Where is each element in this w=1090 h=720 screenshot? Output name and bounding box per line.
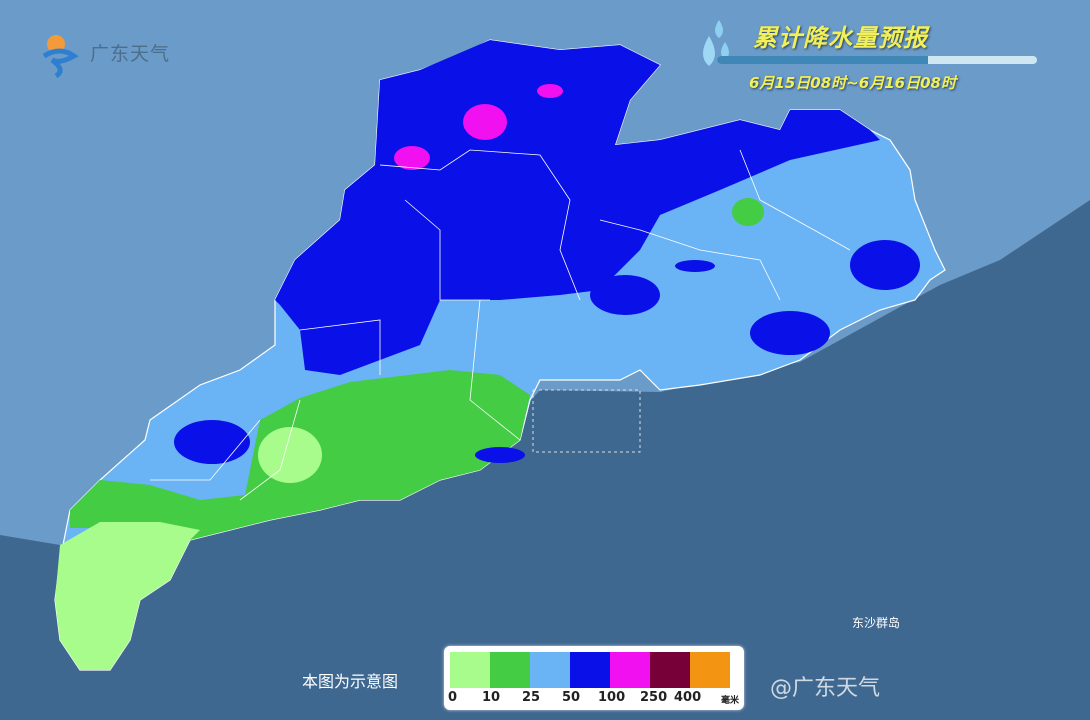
legend-swatch xyxy=(610,652,650,688)
legend-label: 250 xyxy=(640,690,668,705)
legend-swatch xyxy=(490,652,530,688)
legend-swatch xyxy=(530,652,570,688)
legend-swatch xyxy=(690,652,730,688)
legend-label: 10 xyxy=(482,690,501,705)
title-bar xyxy=(717,56,1037,64)
zone-100-east-blob xyxy=(850,240,920,290)
zone-250-blob xyxy=(537,84,563,98)
legend-swatch xyxy=(650,652,690,688)
logo-text: 广东天气 xyxy=(90,42,171,65)
forecast-period: 6月15日08时~6月16日08时 xyxy=(749,74,956,92)
zone-100-strip xyxy=(675,260,715,272)
legend-swatch xyxy=(450,652,490,688)
zone-250-blob xyxy=(394,146,430,170)
logo: 广东天气 xyxy=(36,26,170,78)
legend-label: 400 xyxy=(674,690,702,705)
island-label: 东沙群岛 xyxy=(852,616,901,630)
zone-100-north xyxy=(275,40,880,375)
schematic-note: 本图为示意图 xyxy=(302,672,399,691)
sea xyxy=(0,200,1090,720)
zone-100-southeast-blob xyxy=(750,311,830,355)
legend-unit: 毫米 xyxy=(720,696,739,706)
zone-250-blob xyxy=(463,104,507,140)
legend-label: 0 xyxy=(448,690,458,705)
watermark: @广东天气 xyxy=(770,676,881,701)
legend: 0 10 25 50 100 250 400 毫米 xyxy=(444,646,744,710)
zone-25-east xyxy=(732,198,764,226)
map-title: 累计降水量预报 xyxy=(753,24,928,52)
legend-label: 50 xyxy=(562,690,581,705)
legend-swatch xyxy=(570,652,610,688)
zone-100-central-blob xyxy=(590,275,660,315)
zone-100-west-blob xyxy=(174,420,250,464)
city-borders xyxy=(150,149,851,501)
zone-100-coast-blob xyxy=(475,447,525,463)
legend-label: 100 xyxy=(598,690,626,705)
water-drops-icon xyxy=(703,20,729,66)
zone-10-inner xyxy=(258,427,322,483)
zone-10-west xyxy=(55,522,200,670)
sun-wave-logo-icon xyxy=(42,35,79,78)
title-panel: 累计降水量预报 6月15日08时~6月16日08时 xyxy=(695,14,1040,98)
hk-macau-dashed-box xyxy=(532,389,641,453)
legend-label: 25 xyxy=(522,690,541,705)
